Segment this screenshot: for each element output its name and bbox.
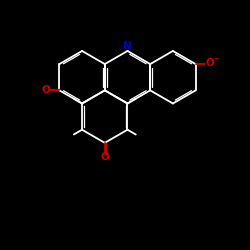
Text: O: O <box>205 58 214 68</box>
Text: −: − <box>212 54 219 63</box>
Text: N: N <box>123 42 132 51</box>
Text: O: O <box>42 85 50 95</box>
Text: O: O <box>100 152 109 162</box>
